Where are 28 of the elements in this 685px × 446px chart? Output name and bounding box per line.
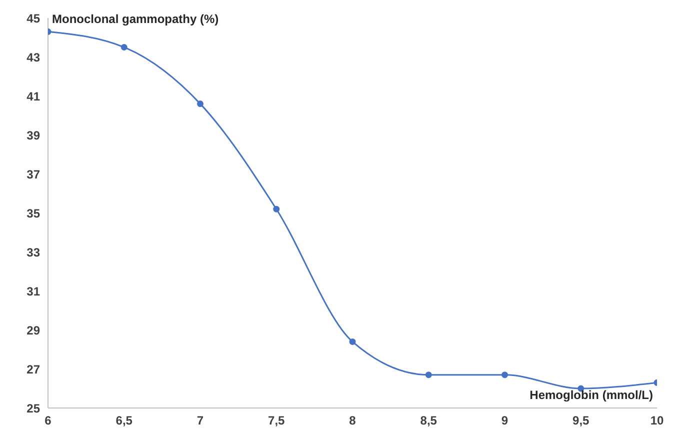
x-tick-label: 6,5 (116, 414, 133, 428)
x-tick-label: 9,5 (572, 414, 590, 428)
y-tick-label: 25 (26, 401, 40, 416)
y-tick-label: 43 (26, 50, 40, 64)
point (273, 206, 280, 212)
x-tick-label: 10 (650, 414, 664, 428)
point (120, 44, 128, 50)
x-tick-label: 9 (501, 414, 508, 428)
y-tick-label: 37 (26, 167, 40, 182)
y-tick-label: 35 (26, 206, 40, 220)
x-axis-title: Hemoglobin (mmol/L) (530, 388, 653, 402)
y-tick-label: 27 (26, 362, 40, 376)
x-tick-label: 7,5 (268, 414, 286, 428)
point (349, 338, 356, 345)
point (502, 372, 508, 378)
x-tick-label: 7 (196, 414, 204, 428)
y-tick-label: 41 (26, 89, 40, 104)
y-tick-label: 33 (26, 245, 40, 260)
y-tick-label: 29 (26, 323, 40, 338)
y-tick-label: 39 (26, 128, 40, 142)
x-tick-label: 6 (44, 414, 52, 428)
y-axis-title: Monoclonal gammopathy (%) (52, 12, 219, 26)
x-tick-label: 8 (349, 414, 356, 428)
point (425, 372, 432, 378)
y-tick-label: 31 (26, 284, 40, 298)
x-tick-label: 8,5 (420, 414, 438, 428)
y-tick-label: 45 (26, 11, 40, 26)
point (197, 100, 204, 108)
